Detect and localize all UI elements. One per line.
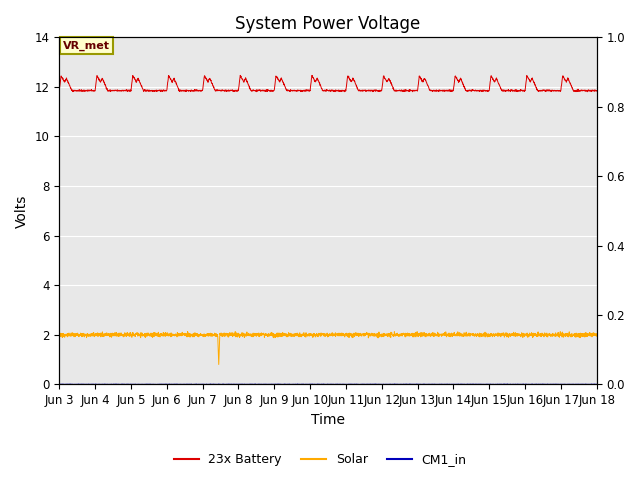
- 23x Battery: [584, 89, 591, 95]
- CM1_in: [56, 382, 63, 387]
- CM1_in: [285, 381, 292, 387]
- X-axis label: Time: Time: [311, 413, 345, 427]
- CM1_in: [215, 381, 223, 387]
- Solar: [593, 333, 600, 339]
- Title: System Power Voltage: System Power Voltage: [236, 15, 420, 33]
- 23x Battery: [148, 88, 156, 94]
- CM1_in: [450, 382, 458, 387]
- 23x Battery: [593, 88, 600, 94]
- 23x Battery: [285, 88, 292, 94]
- Solar: [148, 331, 156, 337]
- CM1_in: [582, 382, 590, 387]
- Line: Solar: Solar: [60, 332, 596, 364]
- Solar: [582, 332, 590, 337]
- CM1_in: [525, 381, 532, 387]
- Solar: [116, 333, 124, 339]
- Text: VR_met: VR_met: [63, 40, 110, 51]
- 23x Battery: [582, 88, 590, 94]
- CM1_in: [116, 382, 124, 387]
- Solar: [215, 361, 223, 367]
- Legend: 23x Battery, Solar, CM1_in: 23x Battery, Solar, CM1_in: [168, 448, 472, 471]
- Solar: [184, 329, 191, 335]
- 23x Battery: [262, 88, 269, 94]
- 23x Battery: [116, 88, 124, 94]
- Solar: [56, 334, 63, 339]
- CM1_in: [262, 382, 269, 387]
- CM1_in: [148, 382, 156, 387]
- Solar: [262, 332, 269, 337]
- 23x Battery: [56, 87, 63, 93]
- 23x Battery: [525, 75, 532, 81]
- 23x Battery: [236, 72, 244, 78]
- Solar: [525, 332, 532, 338]
- Solar: [285, 331, 293, 336]
- Y-axis label: Volts: Volts: [15, 194, 29, 228]
- CM1_in: [593, 382, 600, 387]
- Line: 23x Battery: 23x Battery: [60, 75, 596, 92]
